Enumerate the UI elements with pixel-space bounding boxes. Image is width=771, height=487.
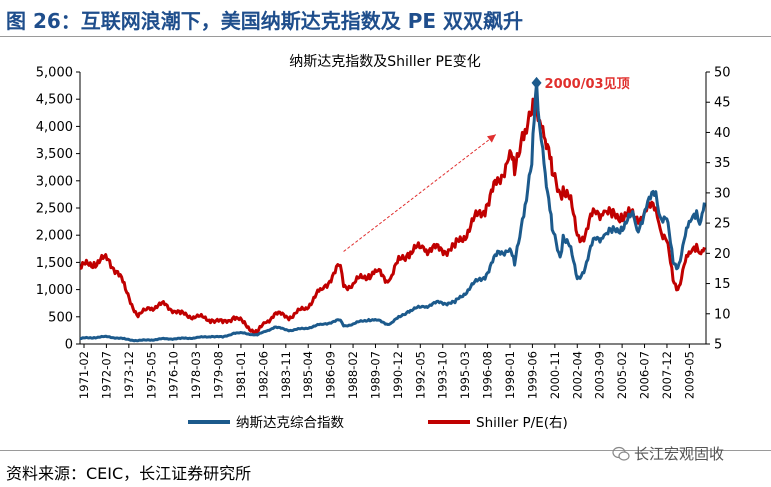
trend-arrow-line (343, 134, 497, 252)
x-tick-label: 1993-10 (436, 351, 450, 399)
right-tick-label: 40 (714, 126, 731, 141)
watermark: 长江宏观固收 (612, 443, 724, 464)
right-tick-label: 45 (714, 96, 731, 111)
right-tick-label: 30 (714, 186, 731, 201)
left-tick-label: 1,000 (36, 283, 73, 298)
left-tick-label: 2,000 (36, 229, 73, 244)
x-tick-label: 1975-05 (144, 351, 158, 399)
x-tick-label: 1985-04 (301, 351, 315, 399)
x-tick-label: 1973-12 (122, 351, 136, 399)
peak-annotation-label: 2000/03见顶 (545, 77, 630, 92)
x-tick-label: 1981-01 (234, 351, 248, 399)
series-lines (79, 81, 706, 343)
left-tick-label: 4,000 (36, 120, 73, 135)
x-tick-label: 1998-01 (503, 351, 517, 399)
x-axis-ticks: 1971-02 1972-07 1973-12 1975-05 1976-10 1978-… (77, 344, 696, 399)
left-tick-label: 2,500 (36, 202, 73, 217)
trend-arrow (343, 134, 497, 252)
x-tick-label: 1971-02 (77, 351, 91, 399)
peak-annotation: 2000/03见顶 (531, 76, 630, 92)
source-note: 资料来源：CEIC，长江证券研究所 (6, 464, 252, 483)
left-tick-label: 3,000 (36, 174, 73, 189)
x-tick-label: 1986-09 (324, 351, 338, 399)
legend-label: Shiller P/E(右) (476, 415, 568, 431)
x-tick-label: 1972-07 (99, 351, 113, 399)
x-tick-label: 2006-07 (638, 351, 652, 399)
x-tick-label: 1982-06 (256, 351, 270, 399)
wechat-icon (612, 446, 630, 461)
x-tick-label: 1983-11 (279, 351, 293, 399)
x-tick-label: 2009-05 (682, 351, 696, 399)
x-tick-label: 1990-12 (391, 351, 405, 399)
left-tick-label: 1,500 (36, 256, 73, 271)
x-tick-label: 1999-06 (525, 351, 539, 399)
bottom-rule (0, 450, 771, 451)
left-tick-label: 4,500 (36, 93, 73, 108)
right-tick-label: 50 (714, 66, 731, 81)
left-tick-label: 3,500 (36, 147, 73, 162)
chart-title: 纳斯达克指数及Shiller PE变化 (289, 54, 481, 70)
right-tick-label: 15 (714, 277, 731, 292)
left-tick-label: 5,000 (36, 66, 73, 81)
x-tick-label: 1992-05 (413, 351, 427, 399)
axis-lines (79, 72, 707, 345)
chart: 纳斯达克指数及Shiller PE变化 0 500 1,000 1,500 2,000 2… (36, 54, 731, 431)
right-tick-label: 10 (714, 307, 731, 322)
right-tick-label: 25 (714, 217, 731, 232)
x-tick-label: 1979-08 (212, 351, 226, 399)
right-tick-label: 20 (714, 247, 731, 262)
watermark-text: 长江宏观固收 (634, 445, 725, 463)
x-tick-label: 2002-04 (570, 351, 584, 399)
left-tick-label: 500 (48, 310, 73, 325)
legend-label: 纳斯达克综合指数 (236, 415, 344, 431)
x-tick-label: 1989-07 (368, 351, 382, 399)
x-tick-label: 1995-03 (458, 351, 472, 399)
figure-title: 图 26：互联网浪潮下，美国纳斯达克指数及 PE 双双飙升 (6, 9, 524, 33)
legend: 纳斯达克综合指数 Shiller P/E(右) (188, 415, 568, 431)
x-tick-label: 1988-02 (346, 351, 360, 399)
x-tick-label: 2005-02 (615, 351, 629, 399)
right-tick-label: 35 (714, 156, 731, 171)
x-tick-label: 1976-10 (167, 351, 181, 399)
x-tick-label: 1978-03 (189, 351, 203, 399)
x-tick-label: 2003-09 (593, 351, 607, 399)
nasdaq-line (79, 81, 706, 343)
left-axis-ticks: 0 500 1,000 1,500 2,000 2,500 3,000 3,500 4,000 4… (36, 66, 80, 353)
x-tick-label: 2007-12 (660, 351, 674, 399)
x-tick-label: 2000-11 (548, 351, 562, 399)
right-tick-label: 5 (714, 338, 722, 353)
x-tick-label: 1996-08 (481, 351, 495, 399)
peak-marker (531, 76, 542, 89)
shiller-pe-line (79, 97, 706, 335)
right-axis-ticks: 5 10 15 20 25 30 35 40 45 50 (706, 66, 731, 353)
left-tick-label: 0 (65, 338, 73, 353)
trend-arrow-head (486, 134, 496, 143)
top-rule (0, 36, 771, 37)
